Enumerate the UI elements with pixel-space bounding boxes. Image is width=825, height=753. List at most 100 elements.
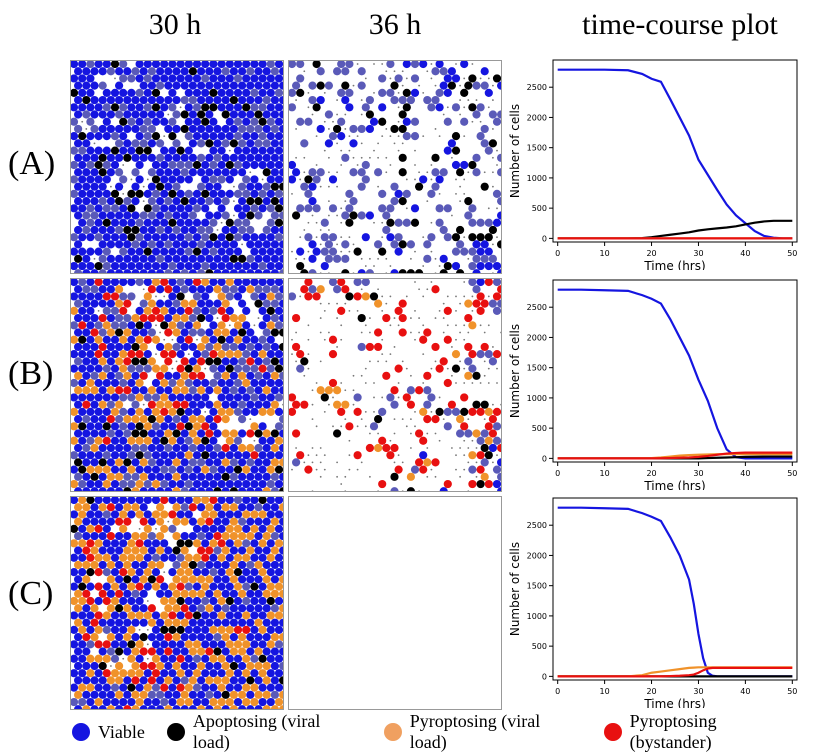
cell-viable-light [86,61,95,69]
empty-site-dot [397,135,400,138]
cell-apoptosing [205,139,214,148]
cell-pyroptosing-viral [106,328,115,337]
cell-viable [71,497,79,505]
empty-site-dot [434,317,437,319]
cell-viable-light [369,422,379,431]
cell-viable [320,261,329,271]
empty-site-dot [426,447,429,449]
cell-viable [217,669,226,678]
cell-viable [151,436,161,445]
cell-pyroptosing-viral [172,604,181,613]
cell-viable [246,503,255,512]
cell-viable [180,415,189,424]
cell-viable [119,596,128,606]
cell-viable [123,690,132,699]
cell-apoptosing [225,233,234,242]
cell-viable-light [246,458,255,467]
cell-viable-light [201,596,210,606]
cell-viable-light [304,233,313,242]
empty-site-dot [364,367,367,370]
cell-viable-light [184,436,193,445]
cell-viable [82,254,91,263]
cell-pyroptosing-bystander [258,364,267,373]
cell-viable [156,618,165,627]
cell-pyroptosing-viral [197,589,206,598]
legend-dot-viable [72,723,90,741]
cell-viable [378,103,387,112]
cell-viable [328,175,338,184]
empty-site-dot [291,468,293,471]
cell-viable [238,386,247,395]
cell-viable [238,285,247,294]
cell-viable [258,146,267,155]
cell-pyroptosing-viral [213,676,222,685]
cell-viable [221,487,230,491]
cell-viable-light [431,168,440,177]
cell-pyroptosing-viral [90,560,99,570]
cell-viable [205,153,214,162]
cell-viable [71,204,79,213]
cell-apoptosing [250,582,259,591]
cell-viable [110,422,120,431]
cell-viable-light [365,269,374,273]
cell-viable-light [119,407,128,416]
cell-viable-light [361,103,370,112]
cell-pyroptosing-viral [197,386,206,395]
empty-site-dot [397,324,400,327]
cell-viable-light [151,553,161,562]
cell-viable-light [472,110,481,119]
cell-viable [258,582,267,591]
cell-pyroptosing-viral [374,299,383,308]
cell-pyroptosing-viral [164,429,173,438]
cell-viable [266,683,275,692]
cell-viable [102,117,111,126]
cell-viable [172,676,181,685]
cell-viable [90,503,99,512]
cell-pyroptosing-viral [250,422,259,431]
cell-viable-light [472,81,481,90]
cell-viable [184,321,193,330]
cell-pyroptosing-viral [135,378,144,388]
cell-viable [225,510,234,519]
cell-viable [246,618,255,627]
cell-viable-light [147,67,156,76]
cell-viable [221,647,230,656]
cell-viable [217,640,226,649]
empty-site-dot [467,490,470,491]
cell-viable [98,705,107,709]
cell-viable [78,407,87,416]
cell-pyroptosing-bystander [415,458,424,467]
cell-apoptosing [151,103,161,112]
empty-site-dot [319,243,322,246]
cell-pyroptosing-viral [233,321,243,330]
empty-site-dot [438,439,441,442]
empty-site-dot [315,236,318,239]
cell-viable [188,269,197,273]
cell-viable-light [266,364,275,373]
cell-pyroptosing-viral [172,386,181,395]
cell-viable [164,371,173,380]
empty-site-dot [451,214,453,217]
grid-svg [289,279,501,491]
cell-pyroptosing-viral [192,497,202,505]
cell-viable [106,254,115,263]
cell-pyroptosing-viral [266,465,275,474]
cell-viable [143,261,152,271]
cell-viable [184,407,193,416]
empty-site-dot [364,382,367,384]
cell-viable [74,647,83,656]
cell-viable [238,211,247,220]
empty-site-dot [385,302,388,305]
cell-pyroptosing-bystander [476,451,485,460]
cell-pyroptosing-bystander [398,328,407,337]
empty-site-dot [414,164,416,166]
cell-pyroptosing-bystander [86,553,95,562]
cell-viable [476,247,485,256]
cell-viable-light [82,225,91,235]
cell-pyroptosing-viral [164,342,173,352]
empty-site-dot [463,295,466,298]
cell-viable [156,342,165,352]
cell-viable [225,175,234,184]
cell-viable [176,218,185,227]
